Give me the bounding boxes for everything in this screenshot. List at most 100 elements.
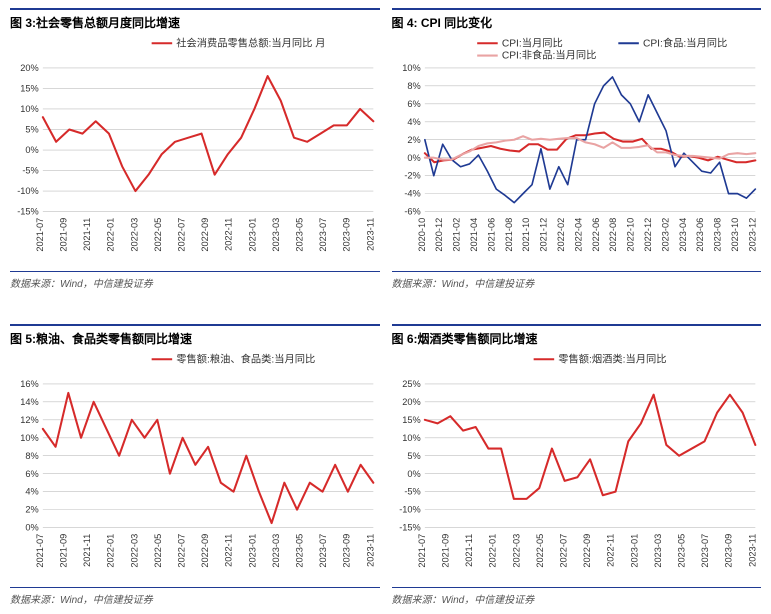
svg-text:2021-04: 2021-04	[469, 218, 479, 252]
svg-text:2023-05: 2023-05	[295, 534, 305, 568]
chart6-source: 数据来源：Wind，中信建投证券	[392, 591, 762, 606]
chart6-wrap: -15%-10%-5%0%5%10%15%20%25%零售额:烟酒类:当月同比2…	[392, 349, 762, 585]
svg-text:5%: 5%	[25, 125, 38, 135]
chart3-svg: -15%-10%-5%0%5%10%15%20%社会消费品零售总额:当月同比 月…	[10, 33, 380, 269]
svg-text:2023-05: 2023-05	[676, 534, 686, 568]
svg-text:14%: 14%	[20, 397, 38, 407]
title-row: 图 6:烟酒类零售额同比增速	[392, 324, 762, 349]
svg-text:-15%: -15%	[399, 523, 421, 533]
source-row: 数据来源：Wind，中信建投证券	[10, 271, 380, 290]
svg-text:2021-08: 2021-08	[503, 218, 513, 252]
svg-text:10%: 10%	[402, 63, 420, 73]
svg-text:2022-07: 2022-07	[176, 534, 186, 568]
chart4-wrap: -6%-4%-2%0%2%4%6%8%10%CPI:当月同比CPI:食品:当月同…	[392, 33, 762, 269]
svg-text:8%: 8%	[407, 81, 420, 91]
svg-text:CPI:食品:当月同比: CPI:食品:当月同比	[642, 36, 726, 49]
chart3-wrap: -15%-10%-5%0%5%10%15%20%社会消费品零售总额:当月同比 月…	[10, 33, 380, 269]
chart4-source: 数据来源：Wind，中信建投证券	[392, 275, 762, 290]
panel-chart4: 图 4: CPI 同比变化 -6%-4%-2%0%2%4%6%8%10%CPI:…	[392, 8, 762, 290]
svg-text:10%: 10%	[20, 433, 38, 443]
chart4-title: 图 4: CPI 同比变化	[392, 14, 762, 31]
svg-text:2022-11: 2022-11	[605, 534, 615, 567]
svg-text:4%: 4%	[25, 487, 38, 497]
svg-text:2021-02: 2021-02	[451, 218, 461, 252]
svg-text:零售额:粮油、食品类:当月同比: 零售额:粮油、食品类:当月同比	[176, 352, 315, 365]
svg-text:2021-10: 2021-10	[521, 218, 531, 252]
title-row: 图 3:社会零售总额月度同比增速	[10, 8, 380, 33]
svg-text:2022-05: 2022-05	[153, 534, 163, 568]
svg-text:2023-04: 2023-04	[677, 218, 687, 252]
svg-text:25%: 25%	[402, 379, 420, 389]
svg-text:20%: 20%	[20, 63, 38, 73]
svg-text:8%: 8%	[25, 451, 38, 461]
svg-text:2021-11: 2021-11	[464, 534, 474, 567]
svg-text:6%: 6%	[407, 99, 420, 109]
svg-text:2%: 2%	[407, 135, 420, 145]
svg-text:2023-07: 2023-07	[318, 534, 328, 568]
svg-text:2023-07: 2023-07	[318, 218, 328, 252]
chart5-wrap: 0%2%4%6%8%10%12%14%16%零售额:粮油、食品类:当月同比202…	[10, 349, 380, 585]
svg-text:CPI:非食品:当月同比: CPI:非食品:当月同比	[501, 49, 596, 62]
svg-text:2022-11: 2022-11	[224, 218, 234, 251]
svg-text:-5%: -5%	[22, 166, 38, 176]
svg-text:2023-03: 2023-03	[271, 534, 281, 568]
svg-text:2021-09: 2021-09	[58, 218, 68, 252]
svg-text:2022-10: 2022-10	[625, 218, 635, 252]
panel-chart3: 图 3:社会零售总额月度同比增速 -15%-10%-5%0%5%10%15%20…	[10, 8, 380, 290]
svg-text:-15%: -15%	[17, 207, 39, 217]
svg-text:CPI:当月同比: CPI:当月同比	[501, 36, 562, 49]
svg-text:2022-01: 2022-01	[106, 534, 116, 568]
svg-text:-10%: -10%	[399, 505, 421, 515]
svg-text:2022-01: 2022-01	[487, 534, 497, 568]
svg-text:2023-07: 2023-07	[700, 534, 710, 568]
svg-text:2022-03: 2022-03	[129, 218, 139, 252]
svg-text:2020-12: 2020-12	[434, 218, 444, 252]
chart3-title: 图 3:社会零售总额月度同比增速	[10, 14, 380, 31]
svg-text:2021-11: 2021-11	[82, 218, 92, 251]
svg-text:-2%: -2%	[404, 171, 420, 181]
chart4-svg: -6%-4%-2%0%2%4%6%8%10%CPI:当月同比CPI:食品:当月同…	[392, 33, 762, 269]
svg-text:2022-02: 2022-02	[556, 218, 566, 252]
svg-text:2021-06: 2021-06	[486, 218, 496, 252]
svg-text:2%: 2%	[25, 505, 38, 515]
svg-text:2022-09: 2022-09	[582, 534, 592, 568]
svg-text:零售额:烟酒类:当月同比: 零售额:烟酒类:当月同比	[558, 352, 666, 365]
svg-text:-5%: -5%	[404, 487, 420, 497]
svg-text:2021-09: 2021-09	[440, 534, 450, 568]
svg-text:15%: 15%	[20, 84, 38, 94]
svg-text:2021-07: 2021-07	[35, 218, 45, 252]
svg-text:2023-03: 2023-03	[652, 534, 662, 568]
svg-text:2023-08: 2023-08	[712, 218, 722, 252]
svg-text:10%: 10%	[20, 104, 38, 114]
svg-text:6%: 6%	[25, 469, 38, 479]
source-row: 数据来源：Wind，中信建投证券	[392, 271, 762, 290]
svg-text:-10%: -10%	[17, 186, 39, 196]
svg-text:2021-11: 2021-11	[82, 534, 92, 567]
svg-text:4%: 4%	[407, 117, 420, 127]
svg-text:2023-01: 2023-01	[247, 218, 257, 252]
svg-text:2022-12: 2022-12	[642, 218, 652, 252]
svg-text:2022-01: 2022-01	[106, 218, 116, 252]
svg-text:5%: 5%	[407, 451, 420, 461]
svg-text:2022-06: 2022-06	[590, 218, 600, 252]
svg-text:2023-03: 2023-03	[271, 218, 281, 252]
title-row: 图 5:粮油、食品类零售额同比增速	[10, 324, 380, 349]
svg-text:2022-07: 2022-07	[176, 218, 186, 252]
chart3-source: 数据来源：Wind，中信建投证券	[10, 275, 380, 290]
svg-text:0%: 0%	[25, 523, 38, 533]
svg-text:2023-01: 2023-01	[629, 534, 639, 568]
chart6-title: 图 6:烟酒类零售额同比增速	[392, 330, 762, 347]
svg-text:-4%: -4%	[404, 189, 420, 199]
svg-text:2023-11: 2023-11	[365, 218, 375, 251]
svg-text:2021-07: 2021-07	[35, 534, 45, 568]
svg-text:2020-10: 2020-10	[416, 218, 426, 252]
svg-text:2022-07: 2022-07	[558, 534, 568, 568]
svg-text:2022-03: 2022-03	[129, 534, 139, 568]
svg-text:2023-09: 2023-09	[723, 534, 733, 568]
svg-text:2023-01: 2023-01	[247, 534, 257, 568]
svg-text:2023-09: 2023-09	[342, 534, 352, 568]
svg-text:2023-11: 2023-11	[365, 534, 375, 567]
svg-text:2023-11: 2023-11	[747, 534, 757, 567]
svg-text:-6%: -6%	[404, 207, 420, 217]
source-row: 数据来源：Wind，中信建投证券	[10, 587, 380, 606]
